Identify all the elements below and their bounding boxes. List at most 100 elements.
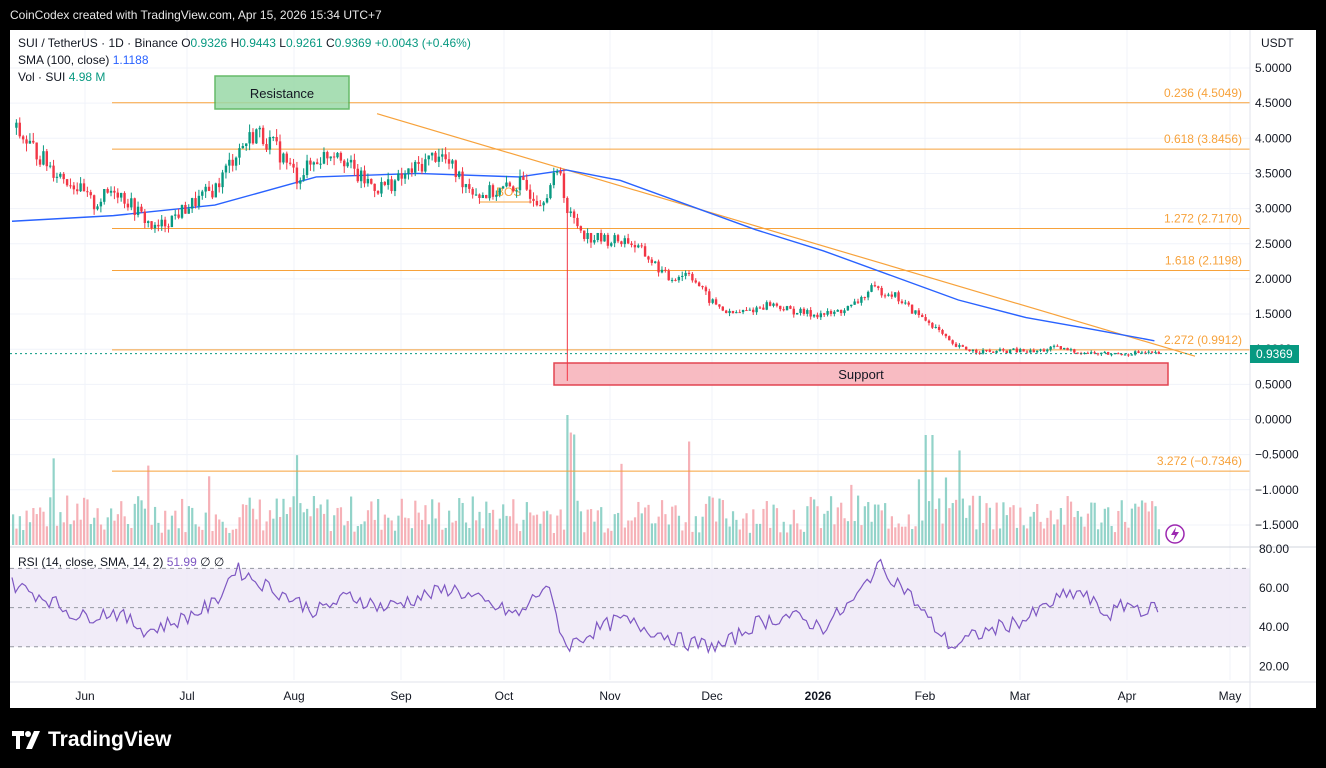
chart-frame[interactable]: 5.0000 4.5000 4.0000 3.5000 3.0000 2.5000 2.00… [10, 30, 1316, 708]
candle-body [76, 189, 79, 192]
volume-bar [228, 532, 231, 545]
candle-body [998, 349, 1002, 351]
sma-legend[interactable]: SMA (100, close) 1.1188 [18, 53, 149, 67]
volume-bar [728, 526, 731, 545]
volume-bar [143, 508, 147, 545]
candle-body [667, 270, 670, 281]
candle-body [52, 165, 55, 178]
candle-body [677, 276, 681, 281]
volume-bar [573, 434, 576, 545]
candle-body [197, 195, 201, 207]
volume-bar [546, 510, 549, 545]
candle-body [201, 191, 204, 196]
price-tick-label: 4.0000 [1255, 131, 1292, 145]
volume-bar [218, 519, 221, 545]
volume-bar [214, 514, 217, 545]
volume-bar [133, 503, 136, 545]
volume-bar [748, 532, 752, 545]
volume-bar [600, 507, 603, 545]
candle-body [1127, 354, 1130, 356]
rsi-line [11, 558, 1159, 655]
candle-body [69, 185, 72, 187]
candle-body [532, 198, 535, 201]
candle-body [407, 168, 410, 174]
candle-body [934, 326, 937, 328]
volume-bar [52, 458, 55, 545]
candle-body [272, 137, 275, 139]
volume-bar [285, 514, 288, 545]
volume-bar [116, 514, 119, 545]
candle-body [616, 235, 620, 242]
candle-body [738, 312, 741, 314]
candle-body [890, 294, 893, 297]
candle-body [180, 204, 184, 218]
candle-body [694, 280, 697, 283]
volume-bar [1026, 528, 1029, 545]
candle-body [326, 152, 329, 159]
candle-body [278, 141, 282, 163]
candle-body [461, 171, 464, 188]
volume-bar [769, 527, 772, 545]
volume-bar [1022, 525, 1025, 545]
volume-bar [877, 504, 880, 545]
volume-bar [137, 496, 140, 545]
candle-body [349, 159, 353, 163]
candle-body [735, 312, 738, 314]
candle-body [1157, 351, 1161, 354]
volume-bar [762, 508, 765, 545]
candle-body [380, 181, 383, 194]
price-chart-svg[interactable]: 5.0000 4.5000 4.0000 3.5000 3.0000 2.5000 2.00… [10, 30, 1316, 708]
volume-bar [562, 529, 566, 545]
tradingview-logo[interactable]: TradingView [12, 728, 171, 752]
volume-bar [691, 531, 694, 545]
volume-bar [819, 528, 823, 545]
volume-bar [606, 528, 610, 545]
candle-body [961, 345, 964, 347]
candle-body [893, 292, 897, 297]
candle-body [975, 349, 978, 353]
volume-bar [711, 497, 714, 545]
volume-bar [15, 528, 18, 545]
candle-body [143, 211, 147, 223]
candle-body [1032, 350, 1035, 353]
candle-body [133, 198, 136, 215]
volume-bar [471, 496, 474, 545]
candle-body [174, 214, 177, 216]
candle-body [823, 313, 826, 315]
volume-bar [610, 530, 613, 545]
candle-body [1093, 352, 1096, 354]
volume-bar [755, 523, 758, 545]
candle-body [305, 160, 309, 176]
rsi-legend[interactable]: RSI (14, close, SMA, 14, 2) 51.99 ∅ ∅ [18, 555, 224, 569]
candle-body [302, 175, 305, 181]
volume-bar [671, 506, 674, 545]
candle-body [589, 233, 593, 243]
volume-bar [1130, 508, 1133, 545]
candle-body [505, 182, 508, 187]
symbol-name[interactable]: SUI / TetherUS · 1D · Binance [18, 36, 178, 50]
time-axis-label: Dec [701, 689, 722, 703]
candle-body [748, 309, 752, 311]
volume-bar [1151, 501, 1154, 545]
volume-bar [1015, 527, 1019, 545]
candle-body [1066, 347, 1069, 351]
candle-body [424, 159, 427, 172]
candle-body [1120, 354, 1123, 356]
price-tick-label: 3.0000 [1255, 202, 1292, 216]
volume-bar [248, 497, 251, 545]
candle-body [812, 314, 816, 317]
volume-bar [1036, 503, 1039, 545]
candle-body [48, 165, 52, 167]
candle-body [167, 226, 170, 228]
volume-bar [549, 514, 552, 545]
volume-bar [187, 506, 190, 545]
volume-bar [535, 514, 539, 545]
volume-bar [907, 514, 910, 545]
candle-body [261, 127, 265, 145]
volume-bar [630, 520, 633, 545]
candle-body [910, 304, 914, 314]
volume-bar [343, 525, 346, 545]
volume-bar [596, 510, 599, 545]
candle-body [603, 234, 606, 242]
volume-legend[interactable]: Vol · SUI 4.98 M [18, 70, 105, 84]
